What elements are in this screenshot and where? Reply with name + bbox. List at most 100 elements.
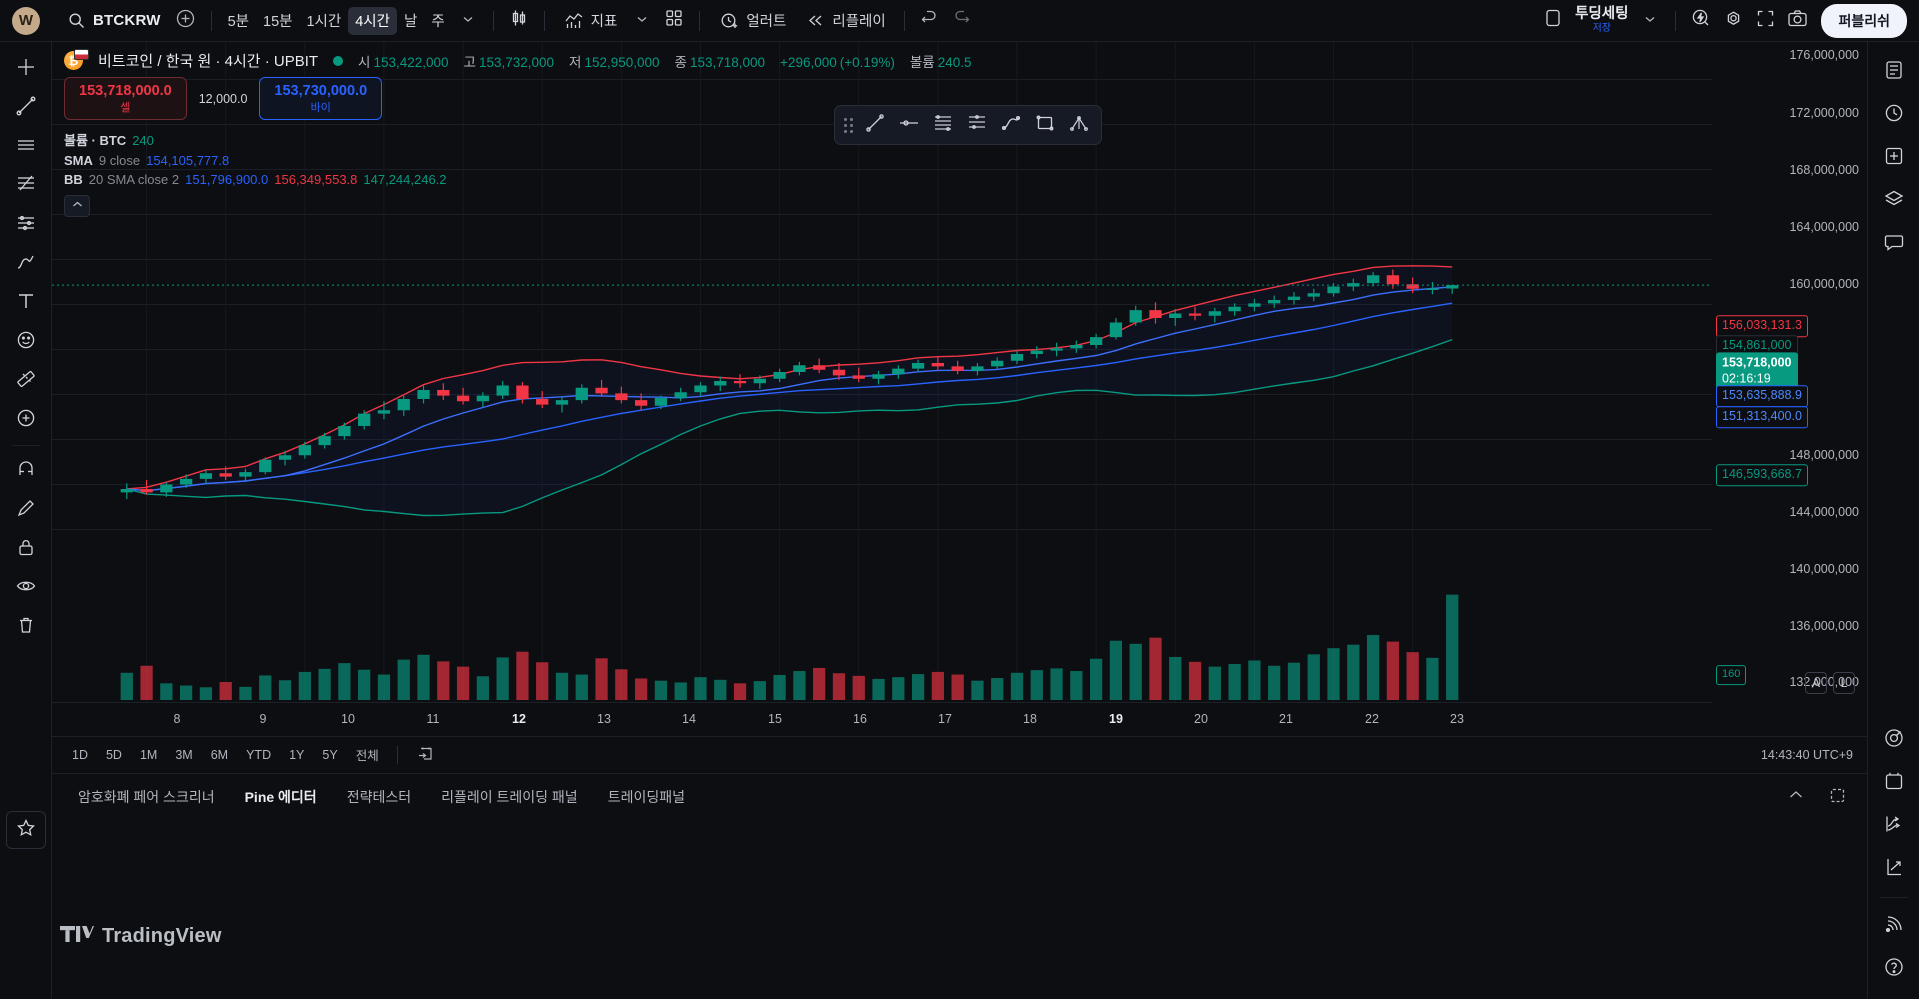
log-scale-button[interactable]: L <box>1833 672 1855 694</box>
range-5d[interactable]: 5D <box>105 747 122 762</box>
bottom-panel-maximize-button[interactable] <box>1822 784 1853 810</box>
time-axis[interactable]: 8 9 10 11 12 13 14 15 16 17 18 19 20 21 … <box>52 702 1712 734</box>
settings-button[interactable] <box>1717 5 1749 37</box>
indicators-more-button[interactable] <box>626 5 658 37</box>
layout-menu-button[interactable] <box>1634 5 1666 37</box>
float-fib-extension-button[interactable] <box>961 110 993 140</box>
goto-date-button[interactable] <box>408 740 443 770</box>
tool-pattern[interactable] <box>6 206 46 244</box>
legend-collapse-button[interactable] <box>64 195 90 217</box>
stream-button[interactable] <box>1874 906 1914 946</box>
tab-strategy-tester[interactable]: 전략테스터 <box>346 788 412 805</box>
data-window-button[interactable] <box>1874 138 1914 178</box>
range-1m[interactable]: 1M <box>139 747 158 762</box>
price-tick: 172,000,000 <box>1789 106 1859 120</box>
add-symbol-button[interactable] <box>170 5 202 37</box>
tool-draw-mode[interactable] <box>6 491 46 529</box>
range-ytd[interactable]: YTD <box>246 747 272 762</box>
layout-select-button[interactable] <box>1537 5 1569 37</box>
undo-button[interactable] <box>914 5 946 37</box>
templates-button[interactable] <box>658 5 690 37</box>
replay-button[interactable]: 리플레이 <box>795 6 894 36</box>
divider <box>396 745 398 764</box>
timeframe-1w[interactable]: 주 <box>431 14 445 30</box>
chevron-up-icon <box>1788 790 1804 804</box>
range-all[interactable]: 전체 <box>355 749 379 763</box>
drag-grip-icon[interactable] <box>841 114 855 136</box>
bottom-panel-collapse-button[interactable] <box>1780 785 1812 808</box>
tool-fib-retracement[interactable] <box>6 167 46 205</box>
sell-button[interactable]: 153,718,000.0 셀 <box>64 77 187 120</box>
range-1y[interactable]: 1Y <box>289 747 305 762</box>
tool-magnet[interactable] <box>6 452 46 490</box>
timeframe-1h[interactable]: 1시간 <box>306 14 342 30</box>
tab-replay-trading-panel[interactable]: 리플레이 트레이딩 패널 <box>441 788 578 805</box>
price-scale[interactable]: 176,000,000 172,000,000 168,000,000 164,… <box>1712 42 1867 742</box>
buy-label: 바이 <box>310 102 331 114</box>
tool-lock[interactable] <box>6 530 46 568</box>
float-fib-retracement-button[interactable] <box>927 110 959 140</box>
tool-remove-drawings[interactable] <box>6 608 46 646</box>
candles-icon <box>509 8 529 33</box>
chart-canvas[interactable] <box>52 42 1712 702</box>
redo-button[interactable] <box>946 5 978 37</box>
divider <box>11 445 40 446</box>
alert-button[interactable]: 얼러트 <box>709 6 795 36</box>
ideas-button[interactable] <box>1874 720 1914 760</box>
tab-crypto-screener[interactable]: 암호화폐 페어 스크리너 <box>78 788 215 805</box>
range-6m[interactable]: 6M <box>210 747 229 762</box>
tool-trend-line[interactable] <box>6 89 46 127</box>
tool-zoom-in[interactable] <box>6 401 46 439</box>
quick-search-button[interactable] <box>1685 5 1717 37</box>
tool-text[interactable] <box>6 284 46 322</box>
broker-button[interactable] <box>1874 849 1914 889</box>
help-button[interactable] <box>1874 949 1914 989</box>
float-rectangle-button[interactable] <box>1029 110 1061 140</box>
range-3m[interactable]: 3M <box>175 747 193 762</box>
floating-drawing-toolbar[interactable] <box>834 105 1102 145</box>
auto-scale-button[interactable]: A <box>1805 672 1827 694</box>
timeframe-4h[interactable]: 4시간 <box>348 6 397 35</box>
chart-clock: 14:43:40 UTC+9 <box>1760 747 1853 762</box>
range-5y[interactable]: 5Y <box>322 747 338 762</box>
tool-horizontal-lines[interactable] <box>6 128 46 166</box>
timeframe-1d[interactable]: 날 <box>403 14 418 30</box>
layout-name[interactable]: 투딩세팅 저장 <box>1569 6 1634 35</box>
hotlist-button[interactable] <box>1874 181 1914 221</box>
calendar-button[interactable] <box>1874 763 1914 803</box>
float-trend-line-button[interactable] <box>859 110 891 140</box>
avatar[interactable]: W <box>12 6 40 35</box>
chat-button[interactable] <box>1874 224 1914 264</box>
float-pitchfork-button[interactable] <box>1063 110 1095 140</box>
tab-pine-editor[interactable]: Pine 에디터 <box>244 788 317 805</box>
tab-trading-panel[interactable]: 트레이딩패널 <box>607 788 685 805</box>
alarm-clock-icon <box>718 10 740 32</box>
timeframe-more-button[interactable] <box>452 5 484 37</box>
float-horizontal-ray-button[interactable] <box>893 110 925 140</box>
buy-button[interactable]: 153,730,000.0 바이 <box>259 77 383 120</box>
buy-sell-widget: 153,718,000.0 셀 12,000.0 153,730,000.0 바… <box>64 77 972 120</box>
tool-brush[interactable] <box>6 245 46 283</box>
current-price-value: 153,718,000 <box>1722 355 1792 370</box>
symbol-search[interactable]: BTCKRW <box>56 6 170 36</box>
publish-button[interactable]: 퍼블리쉬 <box>1821 3 1907 38</box>
current-price-tag[interactable]: 153,718,000 02:16:19 <box>1716 352 1798 390</box>
tool-hide-drawings[interactable] <box>6 569 46 607</box>
watchlist-icon <box>1883 59 1905 86</box>
range-1d[interactable]: 1D <box>72 747 88 762</box>
tool-emoji[interactable] <box>6 323 46 361</box>
alerts-panel-button[interactable] <box>1874 95 1914 135</box>
time-tick: 12 <box>512 712 526 726</box>
snapshot-button[interactable] <box>1781 5 1813 37</box>
chart-style-button[interactable] <box>503 5 535 37</box>
tool-measure[interactable] <box>6 362 46 400</box>
forecast-button[interactable] <box>1874 806 1914 846</box>
watchlist-button[interactable] <box>1874 52 1914 92</box>
indicators-button[interactable]: 지표 <box>554 6 627 36</box>
tool-cursor[interactable] <box>6 50 46 88</box>
timeframe-15m[interactable]: 15분 <box>263 14 293 30</box>
fullscreen-button[interactable] <box>1749 5 1781 37</box>
favorites-button[interactable] <box>6 811 46 849</box>
timeframe-5m[interactable]: 5분 <box>227 14 249 30</box>
float-curve-button[interactable] <box>995 110 1027 140</box>
